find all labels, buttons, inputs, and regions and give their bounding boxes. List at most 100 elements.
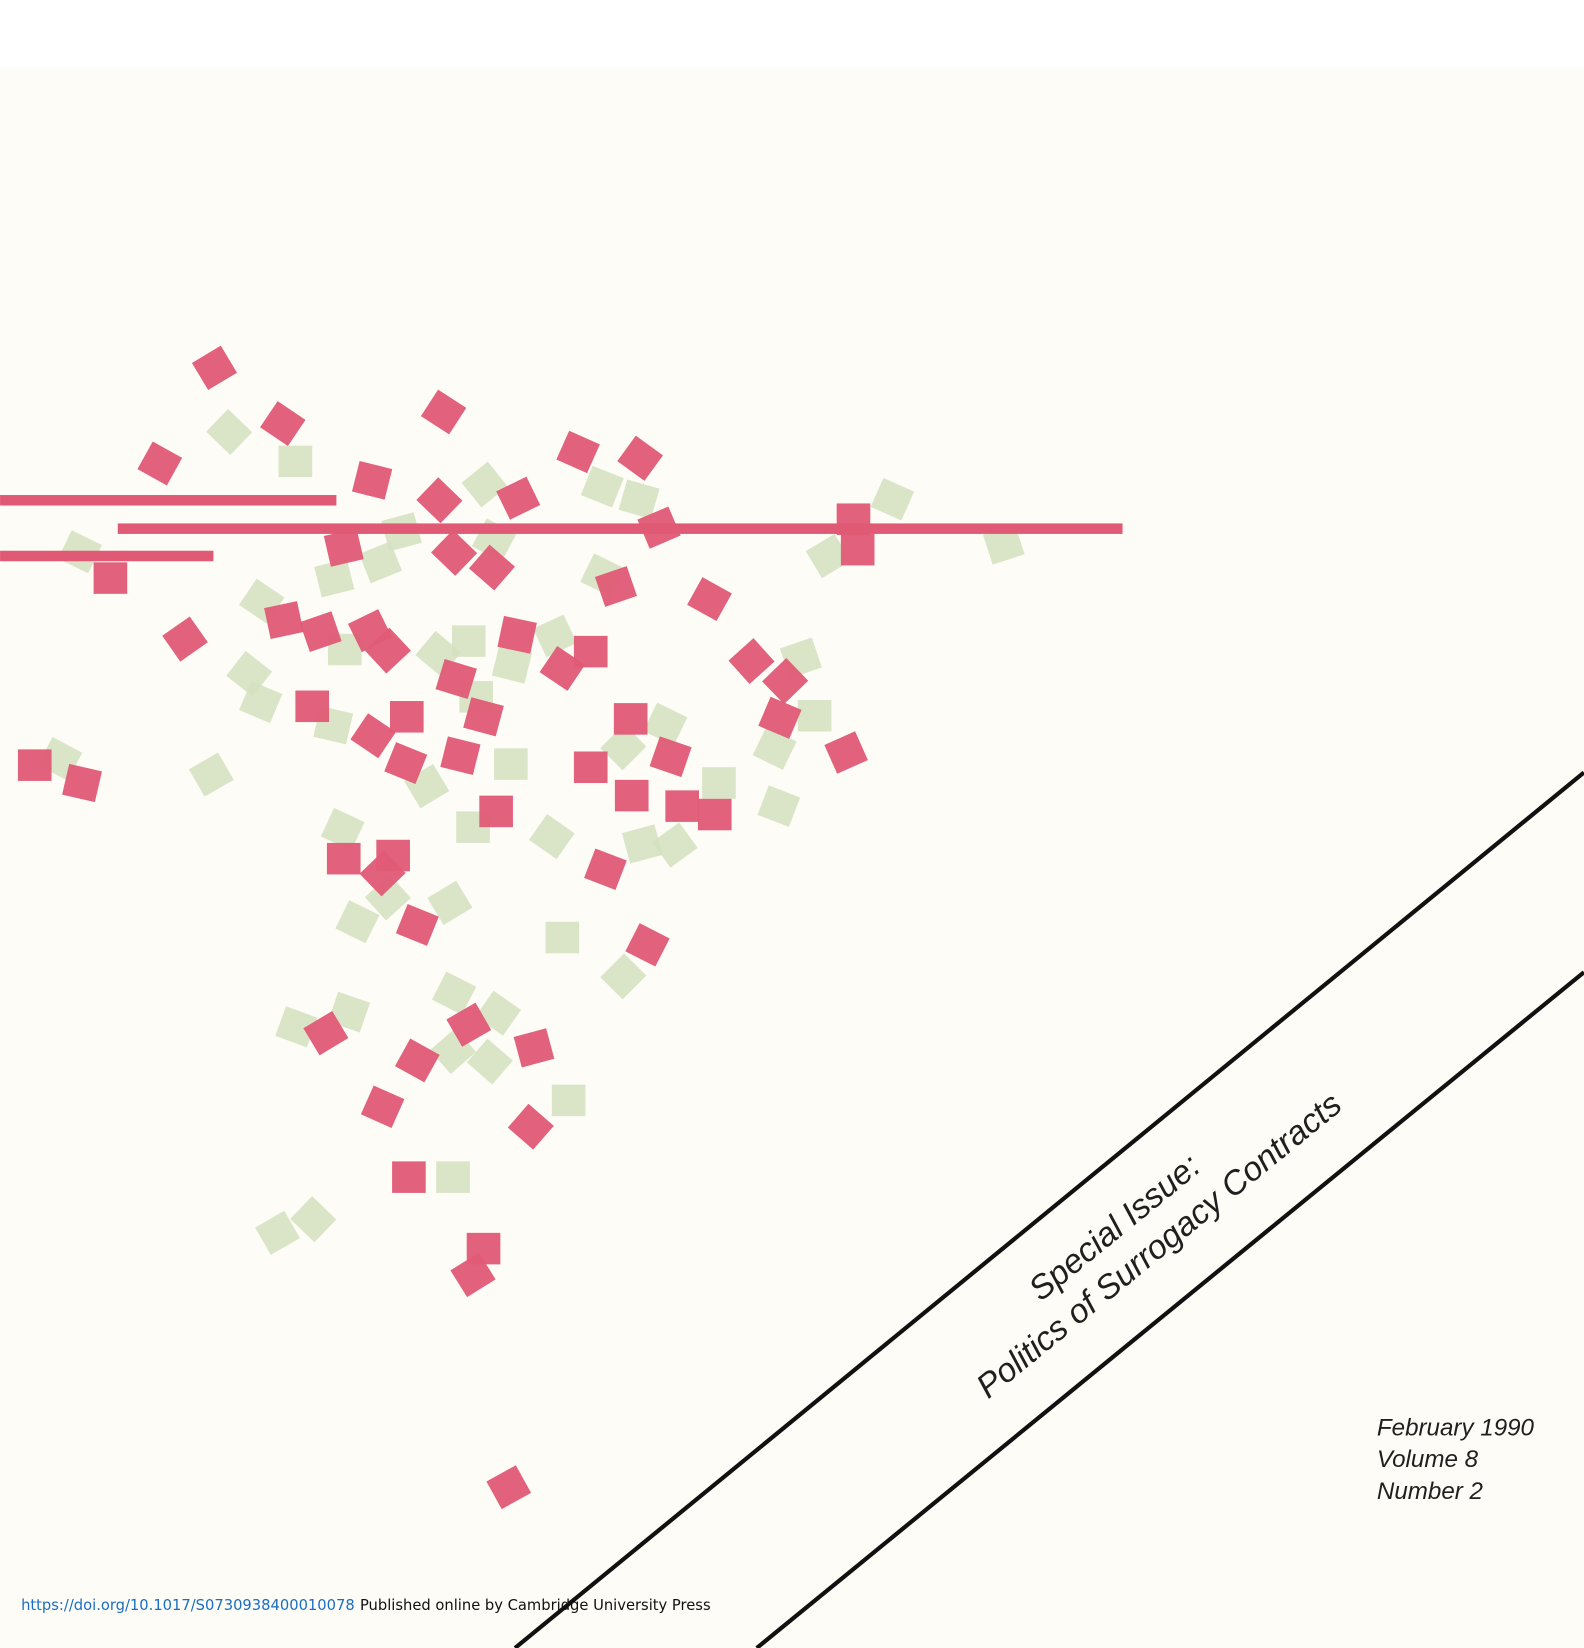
square [468,544,515,591]
square [614,779,649,812]
square [580,465,624,508]
square [427,880,473,926]
square [290,1196,337,1243]
square [618,479,660,520]
square [299,611,342,653]
square [17,749,52,781]
square [351,460,393,500]
square [431,971,477,1015]
square [600,953,647,1000]
square [420,389,467,435]
square [551,1084,586,1117]
square [494,748,528,780]
square [491,644,533,684]
issue-date: February 1990 [1377,1415,1535,1442]
square [497,615,537,654]
square [359,541,403,584]
square [93,562,128,594]
square [651,822,698,868]
square [496,476,541,520]
square [278,445,313,478]
square [326,842,361,875]
square [573,751,608,784]
square [436,1161,470,1193]
square [486,1465,532,1510]
square [762,658,809,705]
square [533,614,577,658]
stripe [0,495,337,506]
square [320,807,365,851]
square [545,921,580,954]
square [359,850,406,897]
cover-paper [0,68,1584,1648]
diagonal [513,770,1584,1648]
square [840,533,875,566]
square [621,824,663,864]
square [446,1002,492,1047]
square [440,736,481,776]
square [475,990,522,1036]
square [275,1006,318,1048]
square [191,345,237,391]
square [556,430,600,474]
square [824,731,868,774]
square [360,1085,405,1128]
square [687,577,732,622]
square [665,790,699,822]
square [62,763,102,803]
square [394,1038,440,1083]
square [982,524,1025,565]
square [323,528,364,567]
square [463,697,504,737]
square [384,742,428,784]
footer-note: Published online by Cambridge University… [360,1597,711,1614]
decoration [17,345,1025,1510]
square [431,529,478,576]
square [697,798,732,831]
square [600,724,647,771]
square [643,702,688,746]
square [137,441,183,486]
square [758,696,802,739]
square [870,477,915,521]
square [435,658,477,699]
doi-link[interactable]: https://doi.org/10.1017/S073093840001007… [21,1597,355,1614]
square [295,690,330,723]
square [797,699,832,732]
square [314,558,355,598]
square [513,1028,555,1068]
square [617,435,663,481]
square [416,477,463,524]
stripe [117,523,1123,534]
square [461,461,508,508]
square [757,785,801,827]
stripe [0,550,214,562]
square [539,645,586,691]
square [255,1210,300,1255]
square [162,616,208,662]
square [364,627,411,674]
square [573,635,608,668]
square [649,736,692,778]
square [613,703,648,735]
square [389,701,424,733]
square [350,713,396,759]
square [264,601,304,640]
issue-number: Number 2 [1377,1478,1484,1505]
square [260,401,306,447]
square [188,752,234,797]
square [451,625,486,657]
square [303,1010,349,1056]
square [479,795,513,828]
square [466,1038,513,1085]
square [395,903,439,946]
square [507,1103,554,1150]
square [625,923,670,967]
square [702,767,736,799]
square [594,566,637,607]
square [239,680,283,724]
square [752,726,797,770]
square [206,408,253,455]
square [584,848,627,890]
